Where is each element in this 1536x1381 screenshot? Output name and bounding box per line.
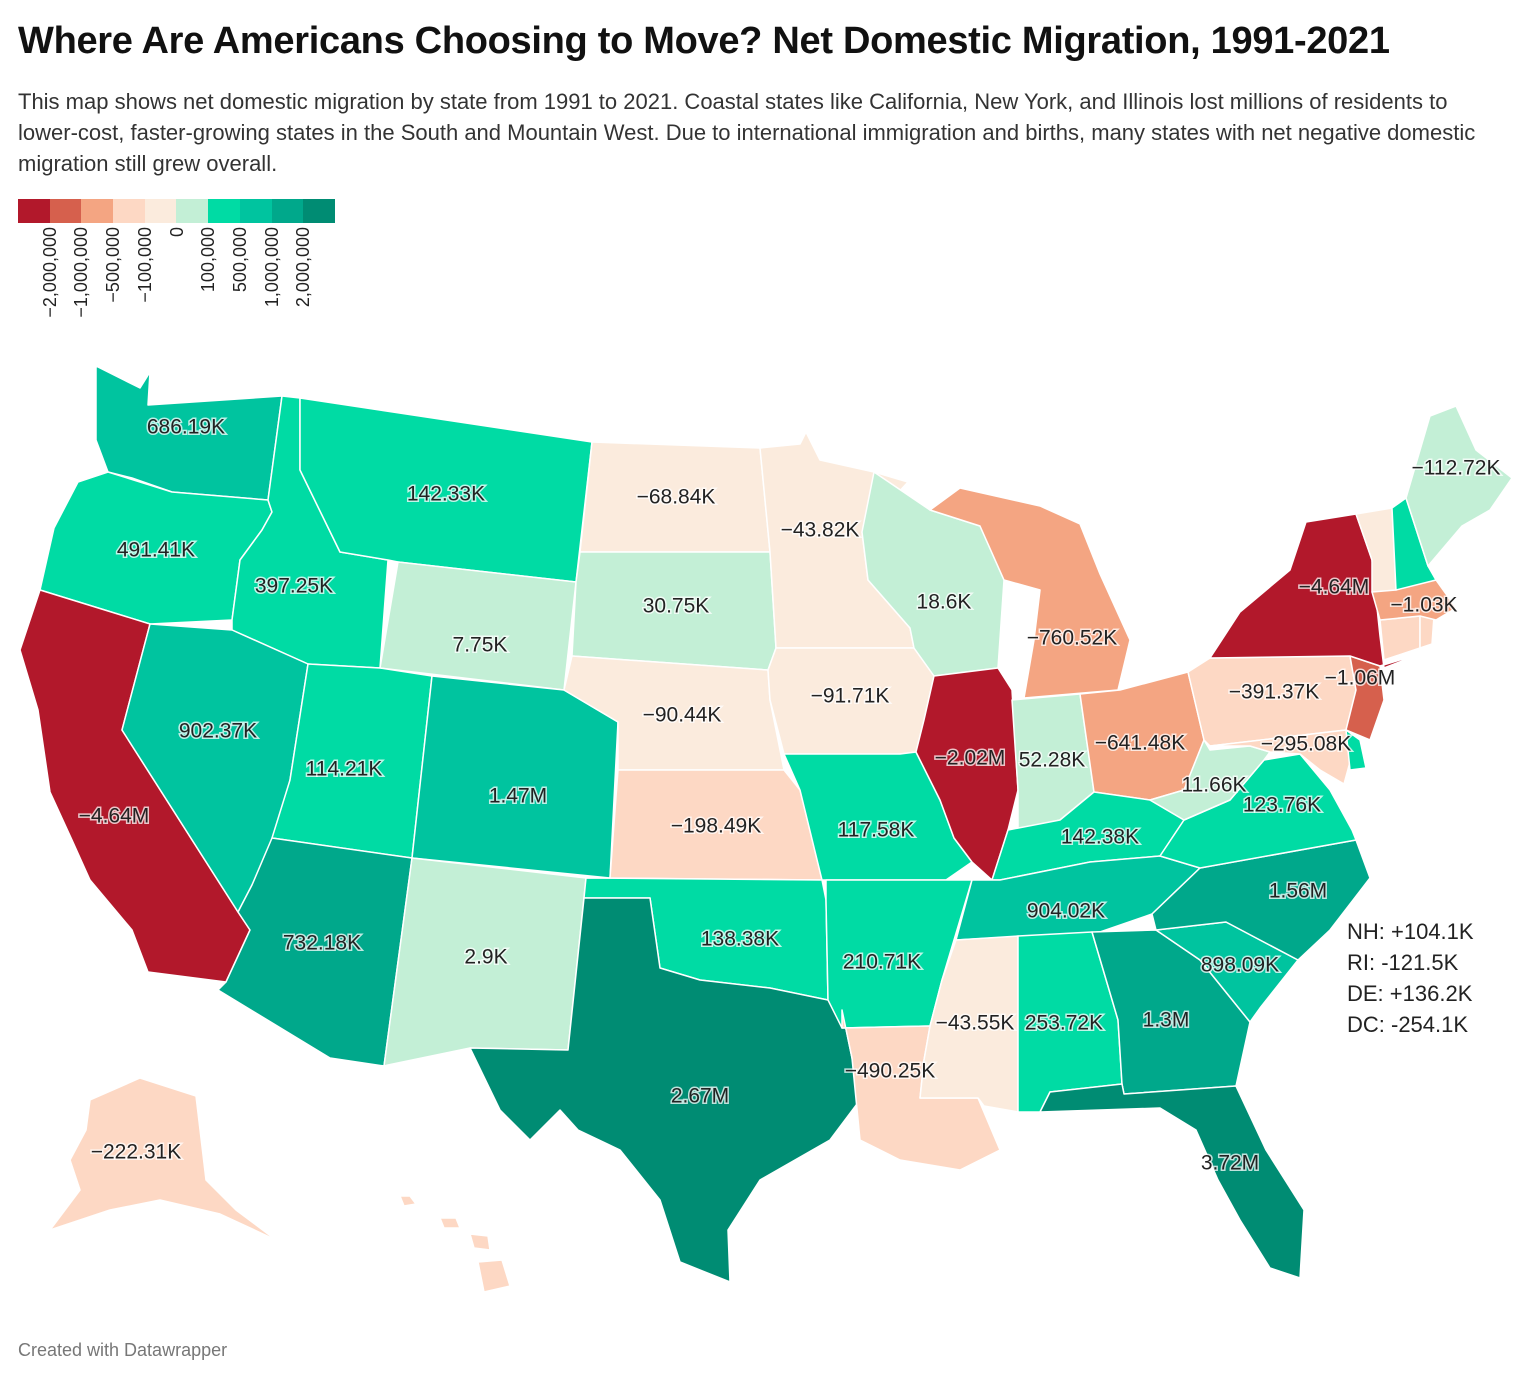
- label-nm: 2.9K: [464, 946, 507, 969]
- note-de: DE: +136.2K: [1347, 981, 1473, 1006]
- color-legend: −2,000,000 −1,000,000 −500,000 −100,000 0 100…: [18, 199, 335, 333]
- label-wi: 18.6K: [917, 591, 972, 614]
- state-labels: 686.19K 491.41K −4.64M 397.25K 902.37K 1…: [77, 414, 1502, 1176]
- legend-swatch-8: [271, 199, 304, 223]
- note-ri: RI: -121.5K: [1347, 950, 1459, 975]
- chart-description: This map shows net domestic migration by…: [18, 89, 1476, 176]
- label-ga: 1.3M: [1143, 1009, 1190, 1032]
- state-wy[interactable]: [379, 561, 577, 691]
- legend-swatch-3: [113, 199, 145, 223]
- state-shapes: [19, 365, 1513, 1293]
- label-oh: −641.48K: [1095, 732, 1186, 755]
- label-mn: −43.82K: [781, 519, 860, 542]
- legend-swatch-9: [303, 199, 335, 223]
- label-wa: 686.19K: [147, 416, 225, 439]
- note-dc: DC: -254.1K: [1347, 1012, 1469, 1037]
- state-tx[interactable]: [469, 897, 861, 1283]
- label-wv: 11.66K: [1182, 774, 1247, 797]
- legend-swatch-1: [49, 199, 82, 223]
- label-ma: −1.03K: [1390, 594, 1457, 617]
- label-az: 732.18K: [283, 932, 361, 955]
- legend-swatch-4: [144, 199, 177, 223]
- state-fl[interactable]: [1039, 1083, 1305, 1279]
- legend-swatch-2: [81, 199, 114, 223]
- state-il[interactable]: [915, 667, 1019, 881]
- label-mi: −760.52K: [1027, 627, 1118, 650]
- state-ct[interactable]: [1379, 615, 1421, 661]
- state-de[interactable]: [1345, 729, 1367, 771]
- label-tn: 904.02K: [1027, 900, 1105, 923]
- chart-title: Where Are Americans Choosing to Move? Ne…: [18, 20, 1390, 62]
- label-ar: 210.71K: [843, 951, 921, 974]
- legend-swatches: [18, 199, 335, 223]
- note-nh: NH: +104.1K: [1347, 919, 1474, 944]
- label-md: −295.08K: [1261, 733, 1352, 756]
- label-ky: 142.38K: [1061, 826, 1139, 849]
- small-state-notes: NH: +104.1K RI: -121.5K DE: +136.2K DC: …: [1347, 916, 1474, 1040]
- label-pa: −391.37K: [1229, 681, 1320, 704]
- label-ak: −222.31K: [91, 1141, 182, 1164]
- footer-credit[interactable]: Created with Datawrapper: [18, 1340, 228, 1360]
- label-ks: −198.49K: [671, 815, 762, 838]
- state-ri[interactable]: [1419, 615, 1435, 649]
- label-nv: 902.37K: [179, 720, 257, 743]
- state-wv[interactable]: [1149, 739, 1271, 821]
- label-il: −2.02M: [935, 747, 1006, 770]
- label-ne: −90.44K: [643, 704, 722, 727]
- label-nd: −68.84K: [637, 486, 716, 509]
- label-mo: 117.58K: [838, 819, 915, 842]
- label-va: 123.76K: [1243, 794, 1321, 817]
- state-nh[interactable]: [1391, 497, 1437, 591]
- label-ut: 114.21K: [306, 758, 383, 781]
- label-ny: −4.64M: [1299, 576, 1370, 599]
- label-mt: 142.33K: [407, 483, 485, 506]
- label-co: 1.47M: [489, 785, 547, 808]
- label-fl: 3.72M: [1201, 1152, 1259, 1175]
- label-id: 397.25K: [255, 575, 333, 598]
- legend-swatch-6: [208, 199, 240, 223]
- label-la: −490.25K: [845, 1060, 936, 1083]
- label-nj: −1.06M: [1325, 667, 1396, 690]
- label-tx: 2.67M: [671, 1085, 729, 1108]
- state-hi[interactable]: [399, 1195, 511, 1293]
- label-or: 491.41K: [117, 539, 195, 562]
- label-ms: −43.55K: [936, 1012, 1015, 1035]
- label-al: 253.72K: [1025, 1012, 1103, 1035]
- label-wy: 7.75K: [453, 634, 508, 657]
- legend-swatch-5: [176, 199, 209, 223]
- label-sc: 898.09K: [1201, 954, 1279, 977]
- legend-swatch-7: [239, 199, 272, 223]
- label-sd: 30.75K: [643, 595, 710, 618]
- label-ia: −91.71K: [811, 685, 890, 708]
- state-me[interactable]: [1405, 405, 1513, 567]
- label-in: 52.28K: [1019, 749, 1086, 772]
- label-ok: 138.38K: [701, 928, 779, 951]
- label-ca: −4.64M: [79, 805, 150, 828]
- legend-swatch-0: [18, 199, 50, 223]
- state-ak[interactable]: [49, 1077, 277, 1241]
- state-co[interactable]: [411, 675, 619, 879]
- state-vt[interactable]: [1355, 507, 1397, 593]
- label-me: −112.72K: [1412, 457, 1501, 480]
- label-nc: 1.56M: [1269, 880, 1327, 903]
